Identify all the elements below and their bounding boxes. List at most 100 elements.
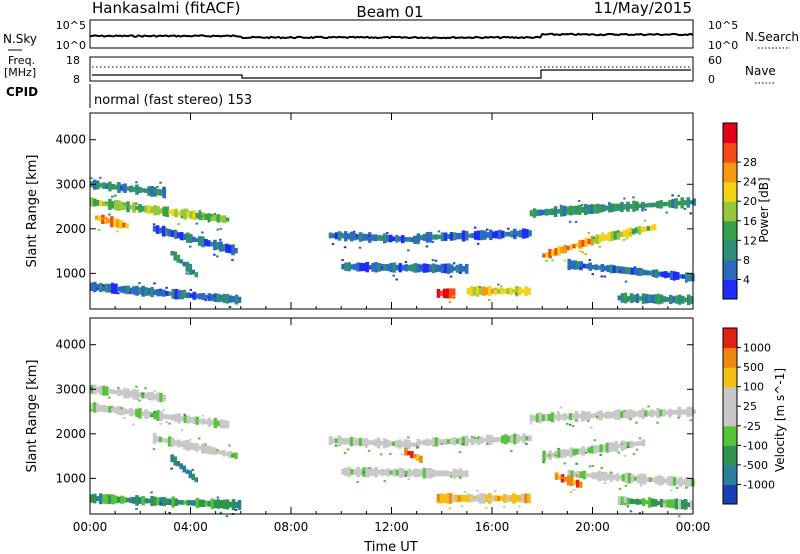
echo-speckle	[584, 452, 587, 454]
echo-cell	[614, 441, 619, 452]
echo-cell	[653, 499, 658, 507]
echo-cell	[192, 236, 196, 242]
echo-cell	[156, 188, 160, 196]
echo-speckle	[500, 285, 503, 288]
echo-cell	[525, 436, 529, 441]
echo-cell	[216, 449, 220, 455]
echo-cell	[108, 389, 112, 394]
echo-speckle	[473, 436, 477, 439]
echo-cell	[90, 403, 94, 412]
echo-cell	[577, 414, 582, 419]
echo-cell	[680, 499, 685, 510]
echo-cell	[135, 408, 139, 418]
echo-cell	[159, 411, 163, 421]
echo-speckle	[437, 230, 441, 233]
echo-cell	[222, 215, 227, 224]
echo-cell	[93, 402, 97, 413]
echo-cell	[541, 414, 546, 422]
echo-cell	[538, 209, 543, 216]
echo-cell	[123, 496, 127, 503]
echo-cell	[449, 471, 454, 476]
echo-cell	[105, 494, 109, 505]
echo-speckle	[458, 476, 462, 479]
echo-cell	[210, 214, 215, 222]
echo-cell	[632, 294, 637, 302]
echo-cell	[147, 498, 151, 504]
echo-cell	[584, 237, 589, 248]
echo-cell	[331, 438, 336, 443]
echo-cell	[647, 202, 651, 208]
echo-cell	[337, 435, 342, 447]
echo-cell	[156, 289, 160, 297]
echo-cell	[506, 495, 510, 502]
echo-cell	[616, 230, 621, 240]
echo-cell	[620, 201, 624, 213]
echo-cell	[150, 496, 154, 507]
echo-cell	[144, 409, 148, 419]
echo-cell	[687, 502, 691, 507]
echo-cell	[191, 269, 196, 275]
echo-cell	[513, 433, 517, 445]
nsearch-tick-top: 10^5	[708, 19, 738, 32]
echo-speckle	[195, 222, 198, 225]
echo-cell	[590, 445, 595, 454]
echo-cell	[425, 232, 430, 243]
echo-cell	[422, 467, 427, 479]
echo-cell	[638, 441, 643, 446]
echo-cell	[498, 437, 502, 442]
echo-cell	[488, 286, 492, 297]
colorbar-tick-label: -1000	[743, 478, 775, 491]
ytick-label: 4000	[55, 133, 86, 147]
echo-cell	[168, 414, 172, 420]
echo-cell	[370, 440, 375, 446]
echo-cell	[216, 242, 220, 250]
echo-cell	[550, 208, 555, 215]
echo-cell	[207, 417, 212, 427]
echo-speckle	[476, 436, 480, 439]
echo-cell	[102, 494, 106, 504]
echo-speckle	[380, 266, 383, 269]
echo-band	[554, 472, 583, 493]
echo-cell	[614, 410, 618, 420]
echo-cell	[516, 231, 520, 237]
echo-speckle	[634, 227, 638, 230]
echo-cell	[386, 468, 391, 477]
echo-cell	[114, 495, 118, 504]
echo-cell	[395, 264, 400, 271]
echo-cell	[398, 236, 402, 242]
echo-speckle	[551, 259, 554, 262]
echo-cell	[337, 231, 342, 241]
echo-cell	[641, 439, 646, 447]
echo-speckle	[159, 422, 162, 425]
echo-speckle	[587, 231, 590, 234]
power-ylabel: Slant Range [km]	[25, 155, 40, 268]
echo-cell	[331, 233, 336, 238]
echo-speckle	[568, 423, 572, 426]
echo-cell	[111, 283, 115, 294]
echo-cell	[207, 445, 211, 455]
echo-cell	[374, 467, 378, 478]
echo-cell	[654, 476, 659, 484]
echo-cell	[389, 262, 394, 273]
echo-speckle	[588, 465, 591, 468]
echo-speckle	[346, 448, 350, 451]
echo-cell	[642, 269, 647, 276]
echo-speckle	[234, 508, 238, 511]
echo-cell	[170, 437, 175, 447]
echo-band	[529, 194, 697, 223]
echo-speckle	[665, 211, 668, 214]
echo-cell	[464, 263, 469, 274]
echo-cell	[171, 496, 175, 508]
echo-speckle	[587, 420, 590, 423]
echo-speckle	[559, 406, 563, 409]
echo-cell	[373, 439, 378, 447]
echo-cell	[483, 438, 487, 443]
echo-cell	[608, 203, 612, 213]
echo-cell	[451, 494, 456, 503]
echo-cell	[494, 495, 498, 502]
echo-cell	[96, 200, 100, 206]
echo-cell	[457, 495, 462, 502]
echo-speckle	[545, 259, 548, 262]
echo-cell	[513, 228, 517, 240]
echo-cell	[622, 230, 627, 237]
